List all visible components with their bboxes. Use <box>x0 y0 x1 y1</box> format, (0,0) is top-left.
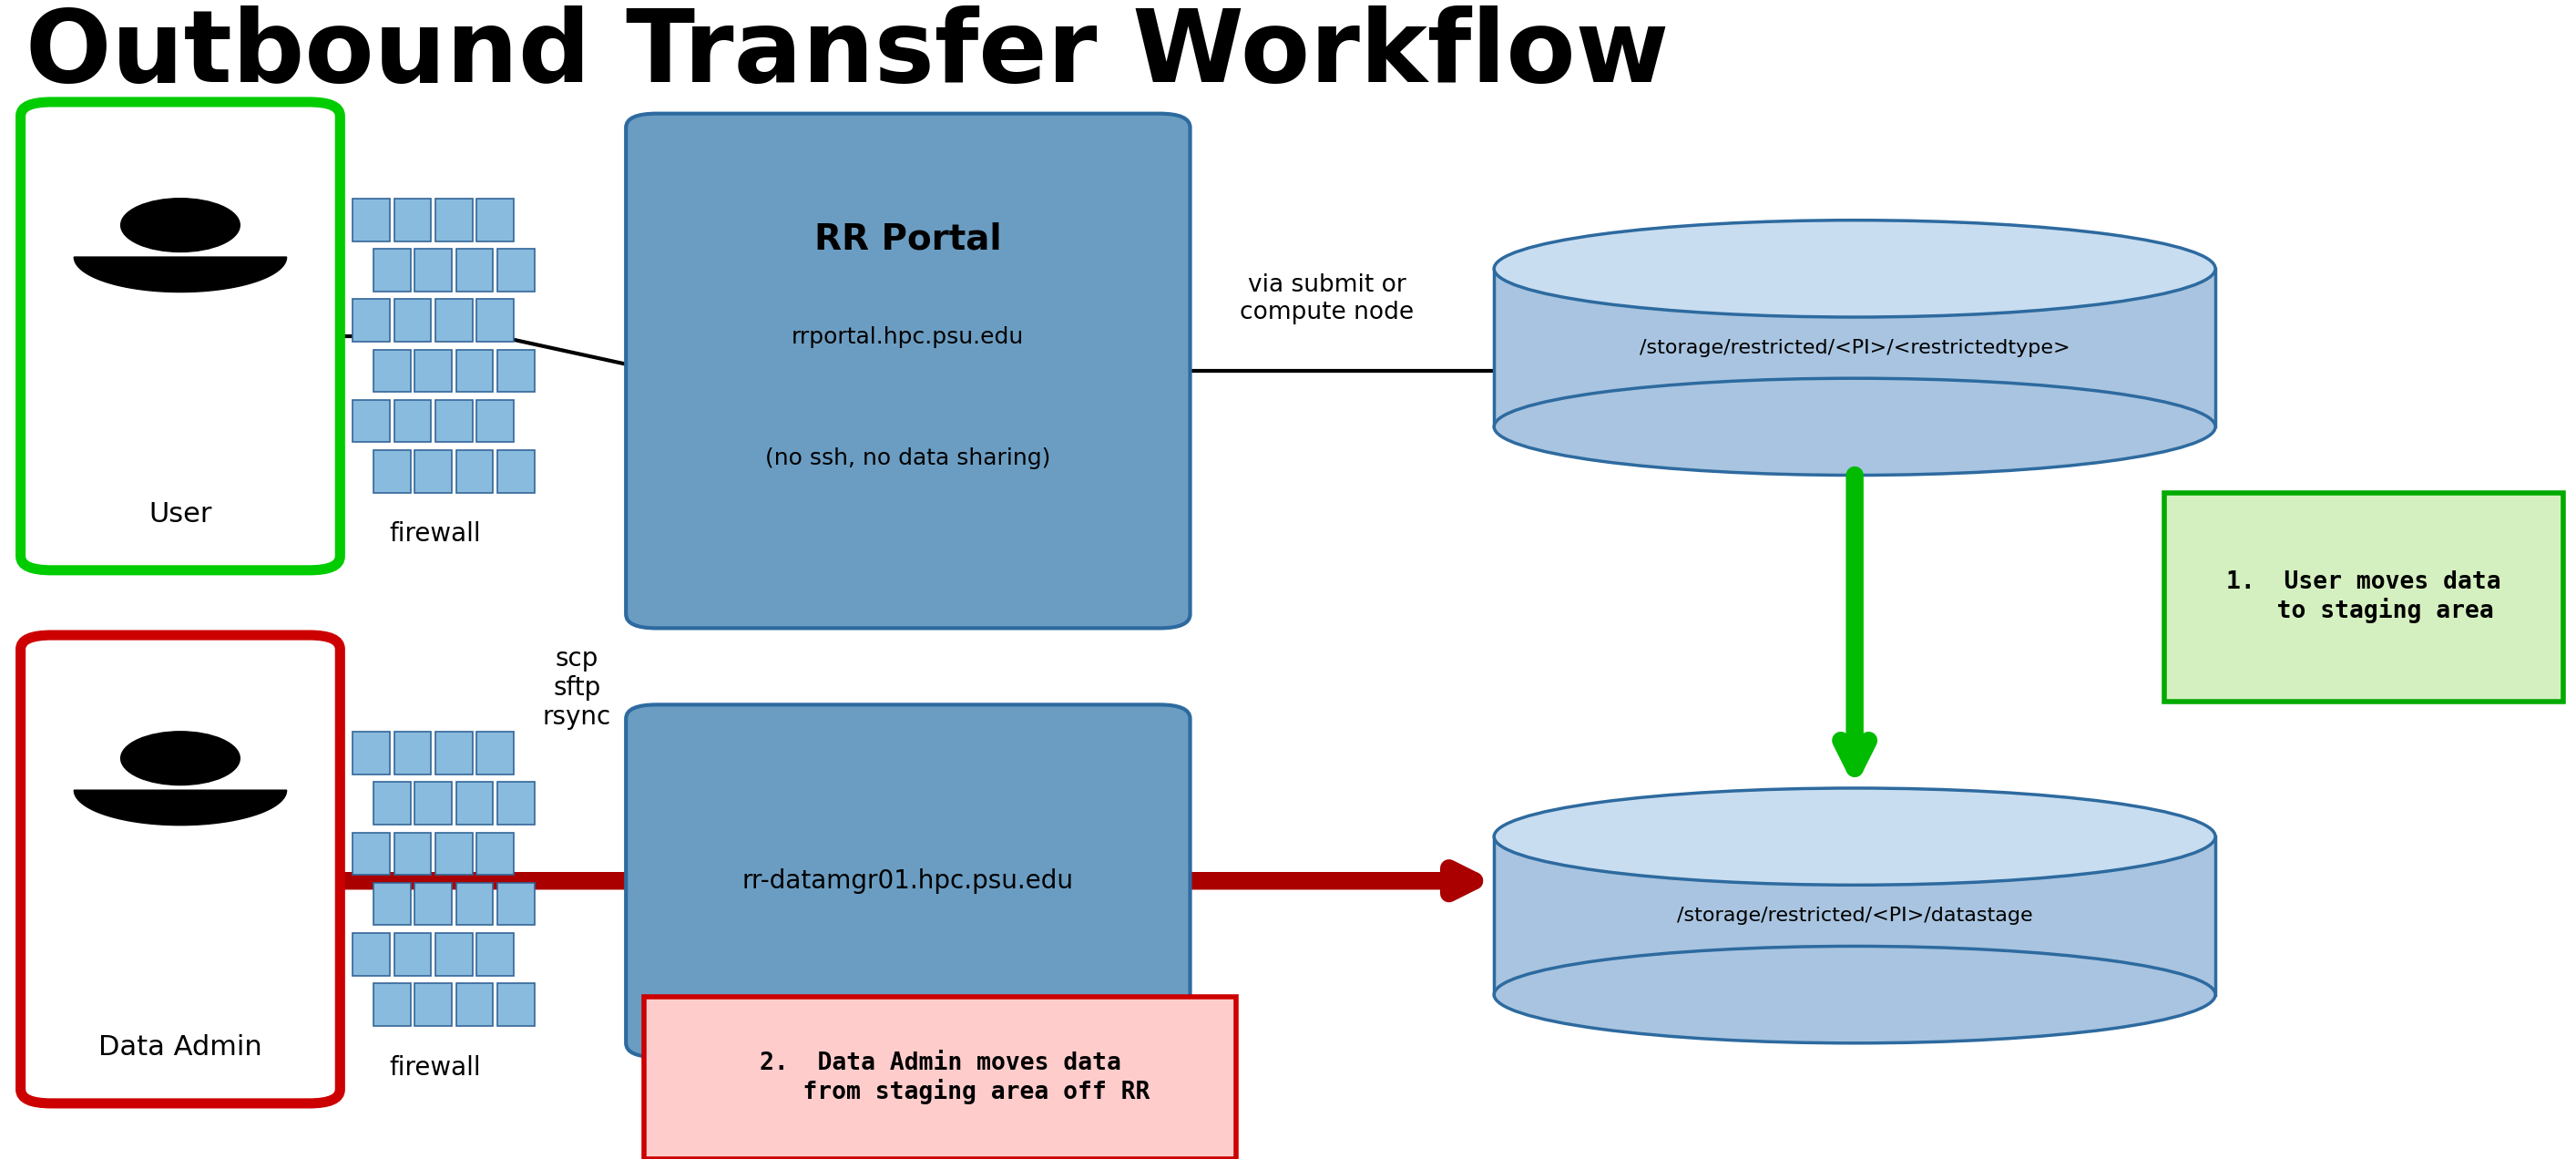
Circle shape <box>121 198 240 252</box>
FancyBboxPatch shape <box>2164 493 2563 701</box>
Bar <box>353 832 389 875</box>
Polygon shape <box>75 257 286 292</box>
Bar <box>435 933 471 976</box>
Bar <box>415 249 451 292</box>
Bar <box>394 299 430 342</box>
Bar <box>394 198 430 241</box>
FancyBboxPatch shape <box>21 102 340 570</box>
Bar <box>456 249 492 292</box>
Bar <box>497 349 533 392</box>
Bar <box>374 983 410 1026</box>
Bar <box>394 732 430 774</box>
Bar <box>435 400 471 443</box>
Bar <box>497 249 533 292</box>
Bar <box>353 400 389 443</box>
Bar <box>415 450 451 493</box>
Bar <box>477 732 513 774</box>
FancyBboxPatch shape <box>626 114 1190 628</box>
Text: scp
sftp
rsync: scp sftp rsync <box>544 646 611 730</box>
FancyBboxPatch shape <box>626 705 1190 1057</box>
Text: 1.  User moves data
   to staging area: 1. User moves data to staging area <box>2226 570 2501 624</box>
Bar <box>497 450 533 493</box>
Bar <box>435 732 471 774</box>
Bar <box>477 400 513 443</box>
Bar <box>374 883 410 925</box>
Bar <box>456 983 492 1026</box>
Bar <box>374 450 410 493</box>
Text: rr-datamgr01.hpc.psu.edu: rr-datamgr01.hpc.psu.edu <box>742 868 1074 894</box>
Bar <box>497 883 533 925</box>
Text: /storage/restricted/<PI>/datastage: /storage/restricted/<PI>/datastage <box>1677 906 2032 925</box>
Text: via submit or
compute node: via submit or compute node <box>1239 274 1414 325</box>
Bar <box>456 883 492 925</box>
Bar <box>477 299 513 342</box>
Ellipse shape <box>1494 220 2215 318</box>
Bar <box>1494 269 2215 427</box>
Bar <box>435 832 471 875</box>
Bar <box>374 249 410 292</box>
Bar <box>353 198 389 241</box>
Bar <box>353 299 389 342</box>
Bar <box>497 983 533 1026</box>
Bar <box>394 832 430 875</box>
Ellipse shape <box>1494 788 2215 885</box>
Bar <box>415 983 451 1026</box>
Bar <box>456 450 492 493</box>
Bar <box>1494 837 2215 994</box>
Bar <box>394 933 430 976</box>
Bar <box>456 349 492 392</box>
Bar <box>394 400 430 443</box>
Text: firewall: firewall <box>389 1055 482 1080</box>
Bar <box>456 782 492 825</box>
Bar <box>435 299 471 342</box>
Bar <box>477 198 513 241</box>
Text: RR Portal: RR Portal <box>814 223 1002 257</box>
Bar <box>497 782 533 825</box>
Bar <box>353 933 389 976</box>
Bar <box>477 933 513 976</box>
Circle shape <box>121 731 240 785</box>
Bar <box>374 782 410 825</box>
Ellipse shape <box>1494 946 2215 1043</box>
Bar <box>477 832 513 875</box>
Text: Outbound Transfer Workflow: Outbound Transfer Workflow <box>26 6 1669 103</box>
Bar <box>435 198 471 241</box>
Ellipse shape <box>1494 378 2215 475</box>
Text: User: User <box>149 501 211 527</box>
Text: (no ssh, no data sharing): (no ssh, no data sharing) <box>765 447 1051 469</box>
Bar <box>374 349 410 392</box>
Bar <box>415 782 451 825</box>
Bar <box>353 732 389 774</box>
Text: Data Admin: Data Admin <box>98 1034 263 1060</box>
FancyBboxPatch shape <box>644 997 1236 1159</box>
Bar <box>415 349 451 392</box>
Text: 2.  Data Admin moves data
     from staging area off RR: 2. Data Admin moves data from staging ar… <box>732 1051 1149 1105</box>
Bar <box>415 883 451 925</box>
Polygon shape <box>75 790 286 825</box>
FancyBboxPatch shape <box>21 635 340 1103</box>
Text: rrportal.hpc.psu.edu: rrportal.hpc.psu.edu <box>791 326 1025 348</box>
Text: firewall: firewall <box>389 522 482 547</box>
Text: /storage/restricted/<PI>/<restrictedtype>: /storage/restricted/<PI>/<restrictedtype… <box>1638 338 2071 357</box>
